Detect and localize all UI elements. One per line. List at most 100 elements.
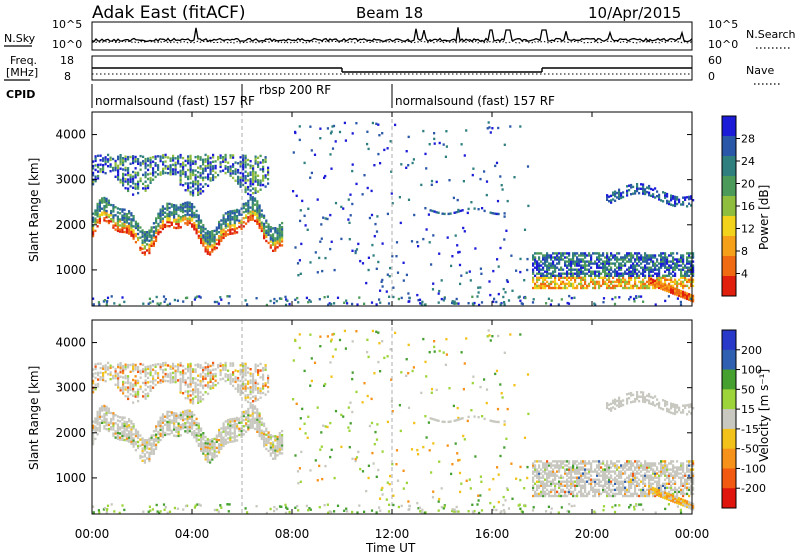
power-echo-cell xyxy=(182,208,185,212)
power-echo-cell xyxy=(125,219,128,222)
power-echo-cell xyxy=(630,274,633,277)
power-echo-cell xyxy=(267,227,270,230)
power-echo-cell xyxy=(249,189,252,192)
power-echo-cell xyxy=(233,217,236,221)
power-echo-cell xyxy=(132,186,135,189)
power-echo-cell xyxy=(646,280,649,284)
velocity-echo-cell xyxy=(209,364,212,368)
power-echo-cell xyxy=(489,131,492,134)
velocity-echo-cell xyxy=(564,472,567,475)
velocity-echo-cell xyxy=(168,429,171,432)
power-echo-cell xyxy=(202,244,205,247)
velocity-echo-cell xyxy=(209,378,212,381)
power-echo-cell xyxy=(98,209,101,212)
velocity-echo-cell xyxy=(505,487,509,490)
power-echo-cell xyxy=(433,132,436,135)
velocity-echo-cell xyxy=(168,418,171,422)
velocity-echo-cell xyxy=(267,381,270,384)
power-echo-cell xyxy=(152,169,155,172)
power-echo-cell xyxy=(648,258,651,261)
velocity-echo-cell xyxy=(556,464,559,467)
power-echo-cell xyxy=(642,187,645,191)
power-echo-cell xyxy=(157,228,160,232)
power-echo-cell xyxy=(682,292,685,295)
power-echo-cell xyxy=(606,258,609,261)
power-echo-cell xyxy=(191,219,194,222)
velocity-echo-cell xyxy=(249,404,252,407)
power-echo-cell xyxy=(147,177,150,181)
power-echo-cell xyxy=(92,230,95,234)
power-echo-cell xyxy=(199,156,202,159)
power-echo-cell xyxy=(200,235,203,238)
power-echo-cell xyxy=(244,179,247,182)
power-echo-cell xyxy=(206,244,209,247)
power-echo-cell xyxy=(199,183,202,186)
power-echo-cell xyxy=(602,252,605,255)
power-echo-cell xyxy=(390,192,393,195)
power-echo-cell xyxy=(251,200,254,203)
power-echo-cell xyxy=(197,155,200,158)
power-echo-cell xyxy=(222,222,225,225)
velocity-echo-cell xyxy=(536,468,539,471)
power-echo-cell xyxy=(134,220,137,224)
power-echo-cell xyxy=(682,282,685,286)
power-echo-cell xyxy=(431,288,435,291)
velocity-echo-cell xyxy=(252,377,255,380)
velocity-echo-cell xyxy=(148,441,151,444)
power-echo-cell xyxy=(245,222,248,225)
velocity-echo-cell xyxy=(214,375,217,378)
power-echo-cell xyxy=(536,252,539,255)
power-echo-cell xyxy=(560,252,563,255)
velocity-echo-cell xyxy=(263,438,266,442)
velocity-echo-cell xyxy=(112,432,115,435)
power-echo-cell xyxy=(132,177,135,180)
velocity-echo-cell xyxy=(213,456,216,459)
power-echo-cell xyxy=(642,280,645,284)
power-echo-cell xyxy=(211,232,214,235)
power-echo-cell xyxy=(433,210,436,213)
power-echo-cell xyxy=(564,286,567,290)
velocity-echo-cell xyxy=(129,363,132,367)
power-echo-cell xyxy=(256,204,259,207)
power-echo-cell xyxy=(442,299,445,302)
velocity-echo-cell xyxy=(281,440,284,443)
velocity-echo-cell xyxy=(240,421,243,424)
power-echo-cell xyxy=(313,153,317,156)
velocity-echo-cell xyxy=(168,427,171,430)
velocity-echo-cell xyxy=(260,433,263,436)
velocity-echo-cell xyxy=(298,333,301,336)
power-echo-cell xyxy=(112,210,115,213)
power-echo-cell xyxy=(196,295,199,298)
velocity-echo-cell xyxy=(349,422,352,425)
velocity-echo-cell xyxy=(503,420,506,423)
velocity-echo-cell xyxy=(542,480,545,483)
power-echo-cell xyxy=(194,160,197,163)
velocity-echo-cell xyxy=(222,424,225,427)
power-echo-cell xyxy=(231,218,234,221)
power-echo-cell xyxy=(676,280,679,284)
velocity-echo-cell xyxy=(161,433,164,436)
velocity-echo-cell xyxy=(379,497,382,500)
power-echo-cell xyxy=(620,282,623,286)
power-echo-cell xyxy=(188,201,191,204)
power-echo-cell xyxy=(247,172,250,175)
power-echo-cell xyxy=(269,246,272,249)
power-echo-cell xyxy=(233,225,236,229)
power-echo-cell xyxy=(552,272,555,275)
power-echo-cell xyxy=(494,164,497,168)
power-echo-cell xyxy=(239,181,242,184)
power-echo-cell xyxy=(260,229,263,233)
velocity-echo-cell xyxy=(310,357,313,360)
power-echo-cell xyxy=(633,297,636,301)
power-echo-cell xyxy=(123,224,126,228)
power-echo-cell xyxy=(578,272,581,275)
power-echo-cell xyxy=(503,143,506,146)
velocity-echo-cell xyxy=(544,464,547,467)
power-echo-cell xyxy=(265,221,268,224)
power-echo-cell xyxy=(636,284,639,288)
power-echo-cell xyxy=(612,280,615,284)
power-echo-cell xyxy=(632,266,635,269)
power-echo-cell xyxy=(254,171,257,174)
power-echo-cell xyxy=(678,264,681,267)
power-echo-cell xyxy=(137,236,140,240)
